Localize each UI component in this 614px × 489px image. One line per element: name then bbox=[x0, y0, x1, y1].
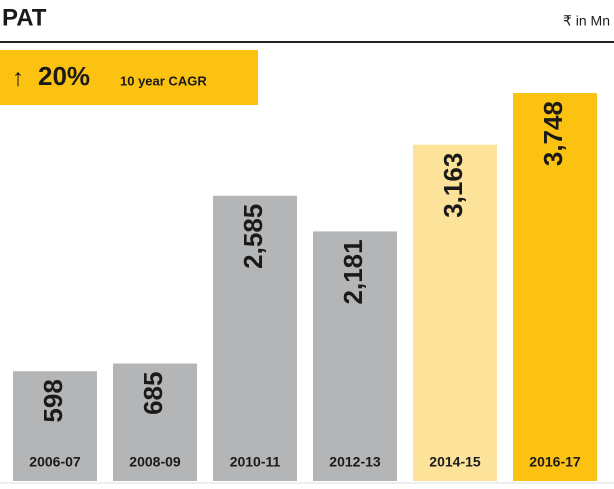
value-label: 3,748 bbox=[538, 101, 568, 166]
cagr-box bbox=[0, 50, 258, 105]
category-label: 2014-15 bbox=[429, 454, 481, 470]
bar bbox=[213, 195, 297, 481]
bar bbox=[13, 371, 97, 481]
cagr-arrow: ↑ bbox=[12, 64, 24, 91]
category-label: 2006-07 bbox=[29, 454, 81, 470]
bar bbox=[113, 363, 197, 481]
bar bbox=[413, 144, 497, 481]
bar bbox=[513, 93, 597, 481]
cagr-value: 20% bbox=[38, 61, 90, 91]
unit-label: ₹ in Mn bbox=[563, 13, 610, 29]
value-label: 685 bbox=[138, 372, 168, 415]
cagr-text: 10 year CAGR bbox=[120, 73, 207, 88]
value-label: 3,163 bbox=[438, 153, 468, 218]
category-label: 2008-09 bbox=[129, 454, 181, 470]
chart-title: PAT bbox=[2, 4, 47, 31]
value-label: 598 bbox=[38, 379, 68, 422]
value-label: 2,181 bbox=[338, 239, 368, 304]
value-label: 2,585 bbox=[238, 204, 268, 269]
category-label: 2010-11 bbox=[230, 454, 281, 470]
category-label: 2012-13 bbox=[329, 454, 381, 470]
bar bbox=[313, 231, 397, 481]
category-label: 2016-17 bbox=[529, 454, 581, 470]
